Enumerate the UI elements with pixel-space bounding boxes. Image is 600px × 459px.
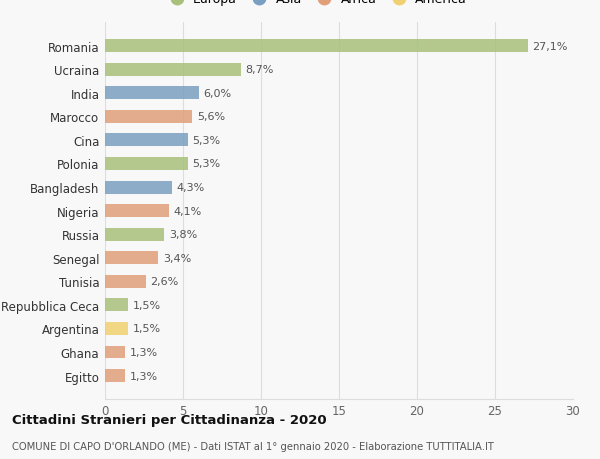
- Bar: [105, 369, 125, 382]
- Text: 2,6%: 2,6%: [150, 277, 178, 287]
- Text: 6,0%: 6,0%: [203, 89, 232, 99]
- Text: Cittadini Stranieri per Cittadinanza - 2020: Cittadini Stranieri per Cittadinanza - 2…: [12, 413, 326, 426]
- Text: 5,6%: 5,6%: [197, 112, 225, 122]
- Bar: [105, 228, 164, 241]
- Bar: [105, 87, 199, 100]
- Text: 1,3%: 1,3%: [130, 347, 158, 357]
- Text: 8,7%: 8,7%: [245, 65, 274, 75]
- Bar: [105, 64, 241, 77]
- Bar: [105, 346, 125, 358]
- Text: 5,3%: 5,3%: [193, 135, 220, 146]
- Bar: [105, 157, 188, 171]
- Bar: [105, 275, 146, 288]
- Text: 3,4%: 3,4%: [163, 253, 191, 263]
- Text: 3,8%: 3,8%: [169, 230, 197, 240]
- Bar: [105, 205, 169, 218]
- Bar: [105, 134, 188, 147]
- Text: COMUNE DI CAPO D'ORLANDO (ME) - Dati ISTAT al 1° gennaio 2020 - Elaborazione TUT: COMUNE DI CAPO D'ORLANDO (ME) - Dati IST…: [12, 441, 494, 451]
- Bar: [105, 111, 193, 123]
- Text: 4,1%: 4,1%: [173, 206, 202, 216]
- Bar: [105, 181, 172, 194]
- Legend: Europa, Asia, Africa, America: Europa, Asia, Africa, America: [164, 0, 467, 6]
- Bar: [105, 322, 128, 335]
- Text: 27,1%: 27,1%: [532, 41, 568, 51]
- Text: 1,5%: 1,5%: [133, 300, 161, 310]
- Text: 5,3%: 5,3%: [193, 159, 220, 169]
- Text: 4,3%: 4,3%: [177, 183, 205, 193]
- Text: 1,5%: 1,5%: [133, 324, 161, 334]
- Bar: [105, 252, 158, 265]
- Bar: [105, 299, 128, 312]
- Bar: [105, 40, 528, 53]
- Text: 1,3%: 1,3%: [130, 371, 158, 381]
